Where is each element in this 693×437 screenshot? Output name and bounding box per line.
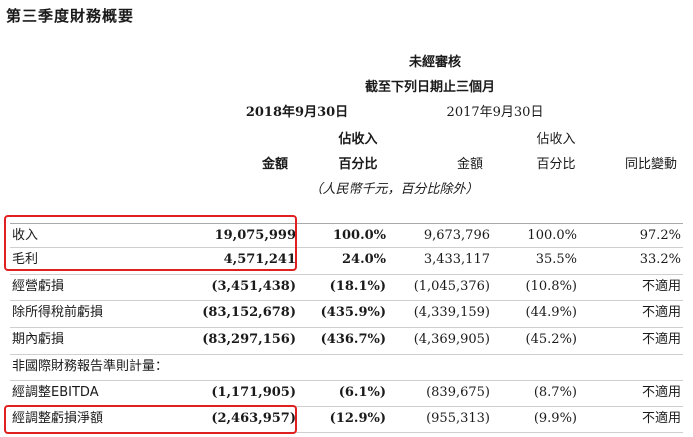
amount-2018-cell: (1,171,905): [211, 385, 296, 400]
row-label: 毛利: [12, 252, 39, 267]
row-divider: [10, 354, 683, 355]
yoy-cell: 97.2%: [639, 228, 681, 243]
page-title: 第三季度財務概要: [6, 7, 135, 25]
pct-2017-cell: (9.9%): [533, 411, 577, 426]
amount-2017-cell: 9,673,796: [423, 228, 490, 243]
row-label: 收入: [12, 228, 39, 243]
row-divider: [10, 274, 683, 275]
amount-2018-cell: 4,571,241: [223, 252, 296, 267]
table-row: 期內虧損 (83,297,156) (436.7%) (4,369,905) (45.2…: [0, 329, 693, 351]
amount-2017-cell: (4,369,905): [413, 332, 490, 347]
pct-2018-cell: 24.0%: [341, 252, 386, 267]
highlight-box-revenue-profit: [4, 215, 297, 271]
table-row: 毛利 4,571,241 24.0% 3,433,117 35.5% 33.2%: [0, 249, 693, 271]
row-label: 經調整EBITDA: [12, 385, 99, 400]
pct-2018-cell: (18.1%): [329, 279, 386, 294]
amount-2018-header: 金額: [261, 157, 289, 172]
yoy-cell: 不適用: [641, 332, 681, 347]
yoy-cell: 不適用: [641, 385, 681, 400]
row-label: 非國際財務報告準則計量：: [12, 359, 169, 374]
row-label: 期內虧損: [12, 332, 65, 347]
date-2018-header: 2018年9月30日: [245, 105, 349, 120]
table-row: 除所得稅前虧損 (83,152,678) (435.9%) (4,339,159) (4…: [0, 302, 693, 324]
units-note: （人民幣千元，百分比除外）: [309, 182, 479, 197]
amount-2017-cell: (1,045,376): [413, 279, 490, 294]
pct-2017-cell: (10.8%): [525, 279, 577, 294]
pct-2017-cell: (45.2%): [525, 332, 577, 347]
yoy-cell: 不適用: [641, 279, 681, 294]
pct-2018-cell: (12.9%): [329, 411, 386, 426]
table-row: 非國際財務報告準則計量：: [0, 356, 693, 378]
yoy-cell: 不適用: [641, 305, 681, 320]
row-divider: [10, 223, 683, 224]
pct-2017-cell: 100.0%: [527, 228, 577, 243]
row-label: 經調整虧損淨額: [12, 411, 104, 426]
pct-2017-cell: 35.5%: [535, 252, 577, 267]
pct-2018-cell: (6.1%): [338, 385, 386, 400]
yoy-header: 同比變動: [624, 157, 678, 172]
pct-rev-2018-line2: 百分比: [338, 157, 378, 172]
row-divider: [10, 406, 683, 407]
pct-2018-cell: 100.0%: [332, 228, 386, 243]
date-2017-header: 2017年9月30日: [446, 105, 544, 120]
row-label: 經營虧損: [12, 279, 65, 294]
yoy-cell: 不適用: [641, 411, 681, 426]
table-row: 經營虧損 (3,451,438) (18.1%) (1,045,376) (10.8%)…: [0, 276, 693, 298]
unaudited-header: 未經審核: [408, 55, 462, 70]
amount-2018-cell: (83,297,156): [202, 332, 296, 347]
pct-rev-2018-line1: 佔收入: [338, 132, 378, 147]
yoy-cell: 33.2%: [639, 252, 681, 267]
row-label: 除所得稅前虧損: [12, 305, 104, 320]
pct-2017-cell: (8.7%): [533, 385, 577, 400]
pct-2017-cell: (44.9%): [525, 305, 577, 320]
amount-2017-cell: 3,433,117: [423, 252, 490, 267]
amount-2017-cell: (4,339,159): [413, 305, 490, 320]
amount-2017-header: 金額: [456, 157, 484, 172]
pct-2018-cell: (436.7%): [320, 332, 386, 347]
period-header: 截至下列日期止三個月: [364, 80, 496, 95]
row-divider: [10, 300, 683, 301]
row-divider: [10, 432, 683, 433]
row-divider: [10, 247, 683, 248]
highlight-box-adjusted-net-loss: [4, 405, 297, 434]
amount-2018-cell: (3,451,438): [211, 279, 296, 294]
row-divider: [10, 327, 683, 328]
row-divider: [10, 380, 683, 381]
amount-2018-cell: (2,463,957): [211, 411, 296, 426]
amount-2018-cell: (83,152,678): [202, 305, 296, 320]
table-row: 經調整虧損淨額 (2,463,957) (12.9%) (955,313) (9.9%)…: [0, 408, 693, 430]
amount-2018-cell: 19,075,999: [214, 228, 296, 243]
amount-2017-cell: (955,313): [426, 411, 490, 426]
pct-2018-cell: (435.9%): [320, 305, 386, 320]
table-row: 收入 19,075,999 100.0% 9,673,796 100.0% 97.2%: [0, 225, 693, 247]
pct-rev-2017-line2: 百分比: [536, 157, 576, 172]
amount-2017-cell: (839,675): [426, 385, 490, 400]
table-row: 經調整EBITDA (1,171,905) (6.1%) (839,675) (8.7%…: [0, 382, 693, 404]
pct-rev-2017-line1: 佔收入: [536, 132, 576, 147]
